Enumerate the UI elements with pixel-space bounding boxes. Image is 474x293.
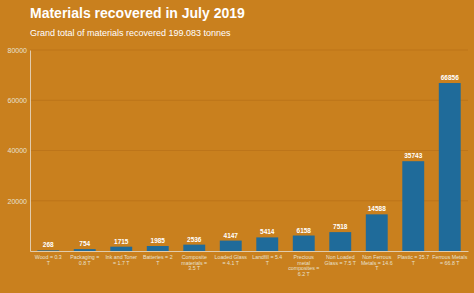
- data-label: 268: [43, 241, 54, 248]
- x-tick-label: Loaded Glass= 4.1 T: [215, 254, 248, 266]
- x-tick-label: Ink and Toner= 1.7 T: [105, 254, 137, 266]
- data-label: 5414: [260, 228, 275, 235]
- data-label: 66856: [441, 74, 459, 81]
- bar: [74, 249, 96, 251]
- x-tick-label-line: Glass = 7.5 T: [325, 260, 357, 266]
- x-tick: Plastic = 35.7T: [397, 251, 429, 266]
- bar: [439, 83, 461, 251]
- data-label: 14588: [368, 205, 386, 212]
- data-label: 6158: [297, 227, 312, 234]
- data-label: 1985: [151, 237, 166, 244]
- grid-line: [30, 100, 468, 101]
- grid-line: [30, 150, 468, 151]
- bar: [329, 232, 351, 251]
- x-tick-label-line: 3.5 T: [188, 265, 201, 271]
- x-tick: Non FerrousMetals = 14.6T: [361, 251, 393, 271]
- bars: [37, 83, 460, 251]
- y-tick-label: 20000: [8, 197, 28, 204]
- bar: [147, 246, 169, 251]
- y-axis-line: [30, 51, 31, 252]
- x-tick-label: Ferrous Metals= 66.8 T: [432, 254, 467, 266]
- x-tick-label: Non FerrousMetals = 14.6T: [361, 254, 393, 272]
- bar: [293, 236, 315, 251]
- y-tick: 40000: [8, 147, 30, 154]
- chart: Materials recovered in July 2019 Grand to…: [0, 0, 474, 293]
- bar: [402, 161, 424, 251]
- y-tick-label: 60000: [8, 97, 28, 104]
- y-axis: 20000 40000 60000 80000: [8, 47, 31, 252]
- x-tick-label-line: 6.2 T: [298, 271, 311, 277]
- x-tick-label: Batteries = 2T: [143, 254, 173, 266]
- x-tick-label: Compositematerials =3.5 T: [181, 254, 207, 272]
- data-label: 35743: [404, 152, 422, 159]
- bar: [220, 241, 242, 251]
- bar: [110, 247, 132, 251]
- y-tick: 60000: [8, 97, 30, 104]
- x-axis: Wood = 0.3T Packaging =0.8 T Ink and Toner…: [31, 251, 469, 277]
- x-tick-label: Preciousmetalcomposites =6.2 T: [288, 254, 319, 277]
- x-tick: Loaded Glass= 4.1 T: [215, 251, 248, 266]
- x-tick-label: Landfill = 5.4T: [252, 254, 282, 266]
- y-tick-label: 40000: [8, 147, 28, 154]
- title: Materials recovered in July 2019: [30, 5, 245, 21]
- x-tick-label-line: = 4.1 T: [223, 260, 240, 266]
- grid-line: [30, 50, 468, 51]
- plot: 268 754 1715 1985 2536 4147 5414 6158 7518 14588 3…: [8, 47, 469, 277]
- x-tick-label-line: 0.8 T: [79, 260, 92, 266]
- x-tick: Ferrous Metals= 66.8 T: [432, 251, 467, 266]
- x-tick-label: Wood = 0.3T: [35, 254, 62, 266]
- x-tick-label: Packaging =0.8 T: [70, 254, 99, 266]
- data-label: 754: [79, 240, 90, 247]
- y-tick-label: 80000: [8, 47, 28, 54]
- x-tick: Landfill = 5.4T: [252, 251, 282, 266]
- x-tick: Non LoadedGlass = 7.5 T: [325, 251, 357, 266]
- bar: [366, 214, 388, 251]
- bar: [256, 237, 278, 251]
- x-axis-line: [31, 251, 469, 252]
- x-tick: Wood = 0.3T: [35, 251, 62, 266]
- y-tick: 80000: [8, 47, 30, 54]
- subtitle: Grand total of materials recovered 199.0…: [30, 28, 231, 38]
- x-tick-label-line: T: [375, 265, 379, 271]
- x-tick: Packaging =0.8 T: [70, 251, 99, 266]
- data-label: 1715: [114, 238, 129, 245]
- data-label: 4147: [224, 232, 239, 239]
- x-tick: Compositematerials =3.5 T: [181, 251, 207, 271]
- y-tick: 20000: [8, 197, 30, 204]
- x-tick-label-line: T: [156, 260, 160, 266]
- data-label: 7518: [333, 223, 348, 230]
- x-tick-label: Plastic = 35.7T: [397, 254, 429, 266]
- data-label: 2536: [187, 236, 202, 243]
- x-tick-label-line: = 1.7 T: [113, 260, 130, 266]
- bar: [183, 245, 205, 251]
- x-tick-label-line: = 66.8 T: [440, 260, 460, 266]
- x-tick-label-line: T: [412, 260, 416, 266]
- x-tick-label: Non LoadedGlass = 7.5 T: [325, 254, 357, 266]
- bar: [37, 250, 59, 251]
- x-tick: Ink and Toner= 1.7 T: [105, 251, 137, 266]
- x-tick: Batteries = 2T: [143, 251, 173, 266]
- x-tick: Preciousmetalcomposites =6.2 T: [288, 251, 319, 277]
- data-labels: 268 754 1715 1985 2536 4147 5414 6158 7518 14588 3…: [43, 74, 459, 248]
- x-tick-label-line: T: [266, 260, 270, 266]
- x-tick-label-line: T: [47, 260, 51, 266]
